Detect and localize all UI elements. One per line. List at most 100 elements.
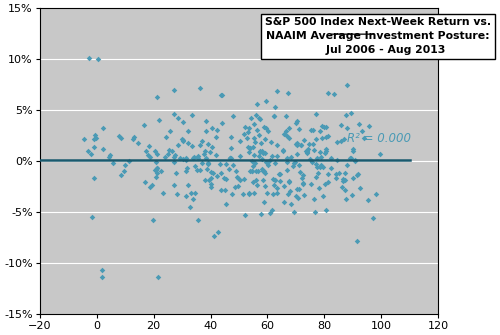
Point [283, 155, 291, 161]
Point [290, 159, 298, 164]
Point [212, 135, 220, 140]
Point [241, 212, 249, 218]
Point [280, 183, 287, 189]
Point [152, 168, 160, 173]
Point [269, 176, 277, 182]
Point [90, 136, 98, 142]
Point [268, 207, 276, 212]
Point [174, 142, 182, 148]
Point [244, 145, 252, 150]
Point [284, 179, 292, 185]
Point [90, 176, 98, 181]
Point [142, 148, 150, 153]
Point [252, 168, 260, 174]
Point [350, 148, 358, 153]
Point [341, 171, 349, 176]
Point [283, 159, 291, 165]
Point [254, 182, 262, 188]
Point [282, 129, 290, 134]
Point [292, 142, 300, 147]
Point [85, 55, 93, 61]
Point [170, 154, 178, 159]
Point [308, 160, 316, 165]
Point [105, 154, 113, 160]
Point [372, 192, 380, 197]
Point [338, 176, 346, 181]
Point [274, 191, 281, 196]
Point [356, 185, 364, 191]
Point [118, 136, 126, 141]
Point [260, 169, 268, 174]
Point [118, 172, 126, 178]
Point [284, 191, 292, 196]
Point [80, 137, 88, 142]
Point [342, 113, 350, 118]
Point [213, 174, 221, 179]
Point [312, 162, 320, 167]
Point [350, 158, 358, 164]
Point [162, 155, 170, 160]
Point [218, 92, 226, 97]
Point [266, 210, 274, 216]
Point [327, 166, 335, 171]
Point [218, 120, 226, 126]
Point [144, 152, 152, 158]
Point [212, 128, 220, 133]
Point [91, 132, 99, 137]
Point [358, 128, 366, 133]
Point [151, 149, 159, 154]
Point [198, 139, 206, 144]
Point [262, 125, 270, 130]
Point [365, 124, 373, 129]
Point [232, 174, 240, 180]
Point [188, 196, 196, 202]
Point [262, 170, 270, 175]
Point [182, 155, 190, 160]
Point [216, 162, 224, 167]
Point [324, 172, 332, 177]
Point [202, 118, 210, 123]
Point [268, 153, 276, 158]
Point [292, 187, 300, 192]
Point [252, 140, 260, 145]
Point [184, 165, 192, 170]
Point [207, 181, 215, 187]
Point [322, 124, 330, 130]
Point [217, 187, 225, 192]
Point [262, 98, 270, 104]
Point [260, 124, 268, 130]
Point [168, 149, 176, 154]
Point [298, 142, 306, 147]
Point [270, 160, 278, 165]
Point [214, 229, 222, 235]
Point [293, 140, 301, 146]
Point [350, 147, 358, 152]
Point [360, 135, 368, 141]
Point [99, 126, 107, 131]
Point [353, 238, 361, 244]
Point [254, 116, 262, 121]
Point [300, 192, 308, 198]
Point [280, 131, 288, 137]
Point [251, 160, 259, 165]
Point [172, 171, 180, 176]
Point [245, 190, 253, 196]
Point [288, 154, 296, 160]
Point [261, 136, 269, 142]
Point [311, 209, 319, 215]
Point [250, 153, 258, 158]
Point [292, 193, 300, 198]
Point [90, 144, 98, 150]
Point [184, 140, 192, 146]
Point [324, 180, 332, 185]
Point [157, 169, 165, 174]
Point [148, 182, 156, 188]
Point [285, 135, 293, 140]
Point [355, 122, 363, 127]
Point [153, 152, 161, 157]
Point [303, 150, 311, 155]
Point [176, 155, 184, 160]
Point [302, 148, 310, 154]
Point [273, 153, 281, 158]
Point [194, 156, 202, 161]
